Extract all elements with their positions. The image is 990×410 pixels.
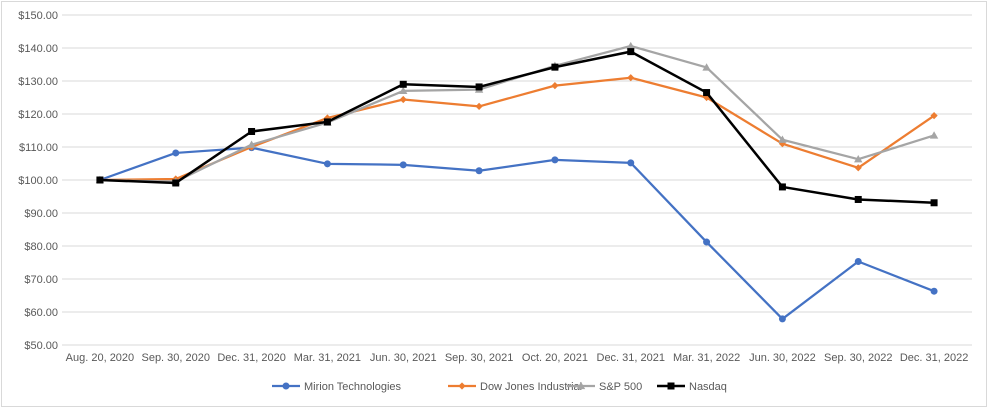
- data-point: [929, 131, 939, 139]
- y-tick-label: $70.00: [24, 274, 58, 286]
- data-point: [96, 176, 104, 184]
- x-tick-label: Aug. 20, 2020: [66, 352, 135, 364]
- series-s-p-500: [95, 41, 939, 185]
- x-tick-label: Sep. 30, 2020: [141, 352, 210, 364]
- series-line: [99, 146, 935, 321]
- data-point: [172, 149, 180, 157]
- x-tick-label: Sep. 30, 2021: [445, 352, 514, 364]
- data-point: [323, 118, 331, 126]
- y-tick-label: $120.00: [18, 109, 58, 121]
- data-point: [854, 155, 863, 163]
- data-point: [930, 112, 938, 120]
- data-point: [576, 381, 586, 390]
- data-point: [399, 161, 407, 169]
- data-point: [626, 41, 635, 50]
- series-nasdaq: [96, 48, 938, 207]
- data-point: [475, 83, 483, 91]
- series-line: [99, 50, 935, 205]
- data-point: [172, 179, 180, 187]
- data-point: [930, 287, 938, 295]
- data-point: [399, 86, 408, 95]
- x-tick-label: Mar. 31, 2022: [673, 352, 740, 364]
- data-point: [399, 80, 407, 88]
- data-point: [475, 102, 483, 111]
- data-point: [703, 238, 711, 246]
- x-tick-label: Jun. 30, 2022: [749, 352, 816, 364]
- y-tick-label: $100.00: [18, 175, 58, 187]
- data-point: [854, 258, 862, 266]
- y-tick-label: $150.00: [18, 10, 58, 22]
- data-point: [323, 160, 331, 168]
- data-point: [778, 315, 786, 323]
- data-point: [930, 199, 938, 207]
- x-tick-label: Dec. 31, 2022: [900, 352, 969, 364]
- y-tick-label: $80.00: [24, 241, 58, 253]
- data-point: [702, 63, 711, 71]
- y-tick-label: $140.00: [18, 43, 58, 55]
- legend-entry: Nasdaq: [657, 381, 727, 393]
- data-point: [627, 48, 635, 56]
- data-point: [475, 167, 483, 175]
- legend-entry: S&P 500: [567, 381, 642, 393]
- data-point: [248, 127, 256, 135]
- data-point: [854, 195, 862, 203]
- y-tick-label: $110.00: [19, 142, 58, 154]
- data-point: [551, 156, 559, 164]
- data-point: [702, 93, 711, 102]
- series-line: [99, 76, 935, 182]
- series-mirion-technologies: [96, 144, 938, 323]
- data-point: [551, 63, 559, 71]
- data-point: [247, 140, 256, 148]
- legend-entry: Dow Jones Industrial: [448, 381, 582, 393]
- legend-label: S&P 500: [599, 381, 642, 393]
- data-point: [458, 382, 466, 390]
- series-dow-jones-industrial: [96, 74, 938, 184]
- x-tick-label: Dec. 31, 2021: [597, 352, 666, 364]
- x-tick-label: Mar. 31, 2021: [294, 352, 361, 364]
- data-point: [778, 135, 787, 143]
- legend-label: Nasdaq: [689, 381, 727, 393]
- y-tick-label: $60.00: [24, 307, 58, 319]
- y-tick-label: $90.00: [24, 208, 58, 220]
- y-tick-label: $50.00: [24, 340, 58, 352]
- data-point: [399, 95, 407, 104]
- data-point: [627, 74, 635, 82]
- x-tick-label: Oct. 20, 2021: [522, 352, 588, 364]
- data-point: [627, 159, 635, 167]
- data-point: [282, 382, 290, 390]
- x-tick-label: Dec. 31, 2020: [217, 352, 286, 364]
- y-tick-label: $130.00: [18, 76, 58, 88]
- data-point: [667, 382, 675, 390]
- legend-label: Mirion Technologies: [304, 381, 402, 393]
- data-point: [703, 89, 711, 97]
- legend-entry: Mirion Technologies: [272, 381, 402, 393]
- x-tick-label: Sep. 30, 2022: [824, 352, 893, 364]
- x-tick-label: Jun. 30, 2021: [370, 352, 437, 364]
- data-point: [551, 82, 559, 90]
- legend-label: Dow Jones Industrial: [480, 381, 582, 393]
- data-point: [854, 164, 862, 172]
- data-point: [778, 183, 786, 191]
